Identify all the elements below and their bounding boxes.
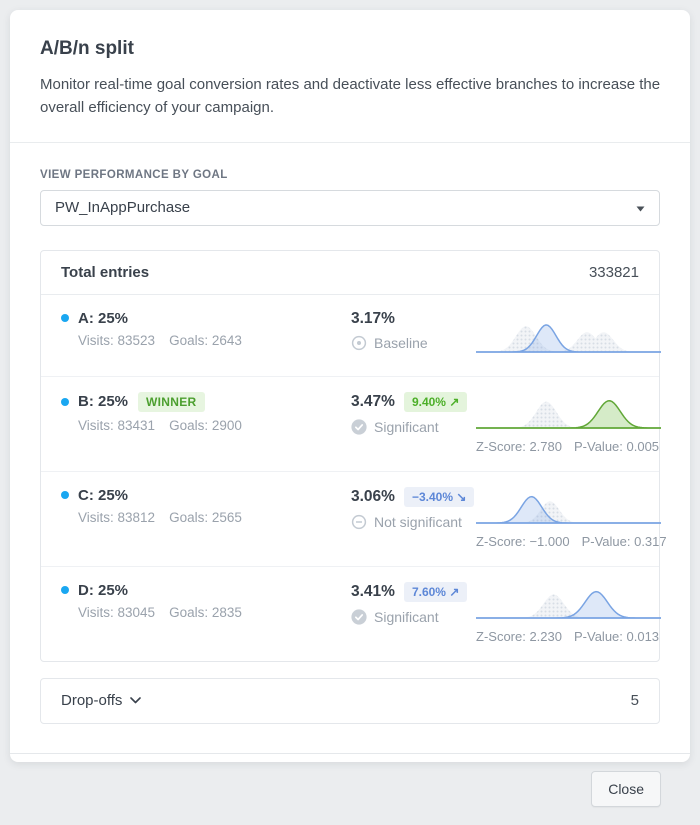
branch-visits: Visits: 83431 (78, 418, 155, 433)
chevron-down-icon (130, 697, 141, 704)
significant-check-icon (351, 419, 367, 435)
goal-select-label: VIEW PERFORMANCE BY GOAL (40, 169, 660, 181)
conversion-rate: 3.47% (351, 393, 395, 411)
branch-dot-icon (61, 586, 69, 594)
zscore-value: Z-Score: 2.780 (476, 439, 562, 454)
branch-distribution: Z-Score: 2.230 P-Value: 0.013 (476, 582, 661, 644)
branch-goals: Goals: 2835 (169, 605, 242, 620)
zscore-value: Z-Score: 2.230 (476, 629, 562, 644)
modal-footer: Close (10, 753, 690, 825)
close-button[interactable]: Close (591, 771, 661, 807)
branch-dot-icon (61, 314, 69, 322)
status-label: Significant (374, 609, 439, 625)
branch-row-c: C: 25% Visits: 83812 Goals: 2565 3.06% −3.40… (41, 471, 659, 566)
branch-visits: Visits: 83523 (78, 333, 155, 348)
change-badge: −3.40% ↘ (404, 487, 474, 507)
conversion-rate: 3.17% (351, 310, 395, 328)
total-entries-label: Total entries (61, 264, 149, 281)
branch-visits: Visits: 83812 (78, 510, 155, 525)
branch-name: D: 25% (78, 582, 128, 599)
branch-goals: Goals: 2643 (169, 333, 242, 348)
branch-name: A: 25% (78, 310, 128, 327)
branch-dot-icon (61, 398, 69, 406)
branch-row-b: B: 25% WINNER Visits: 83431 Goals: 2900 3.47… (41, 376, 659, 471)
total-entries-row: Total entries 333821 (41, 251, 659, 295)
pvalue-value: P-Value: 0.013 (574, 629, 659, 644)
branch-dot-icon (61, 491, 69, 499)
goal-select[interactable]: PW_InAppPurchase (40, 190, 660, 226)
branch-name: C: 25% (78, 487, 128, 504)
branch-conversion: 3.06% −3.40% ↘ Not significant (351, 487, 476, 530)
dropoffs-value: 5 (631, 692, 639, 709)
significant-check-icon (351, 609, 367, 625)
branch-conversion: 3.41% 7.60% ↗ Significant (351, 582, 476, 625)
pvalue-value: P-Value: 0.317 (582, 534, 667, 549)
abn-split-modal: A/B/n split Monitor real-time goal conve… (10, 10, 690, 762)
distribution-sparkline (476, 314, 661, 354)
goal-select-value: PW_InAppPurchase (55, 199, 190, 216)
branch-distribution: Z-Score: 2.780 P-Value: 0.005 (476, 392, 661, 454)
status-label: Significant (374, 419, 439, 435)
change-badge: 7.60% ↗ (404, 582, 467, 602)
branch-row-d: D: 25% Visits: 83045 Goals: 2835 3.41% 7.60%… (41, 566, 659, 661)
baseline-icon (351, 335, 367, 351)
chevron-down-icon (636, 199, 645, 216)
winner-badge: WINNER (138, 392, 204, 412)
distribution-sparkline (476, 582, 661, 620)
branch-goals: Goals: 2565 (169, 510, 242, 525)
change-badge: 9.40% ↗ (404, 392, 467, 412)
not-significant-minus-icon (351, 514, 367, 530)
pvalue-value: P-Value: 0.005 (574, 439, 659, 454)
branch-rows: A: 25% Visits: 83523 Goals: 2643 3.17% Basel… (41, 295, 659, 661)
branch-conversion: 3.47% 9.40% ↗ Significant (351, 392, 476, 435)
significance-status: Not significant (351, 514, 476, 530)
branch-info: C: 25% Visits: 83812 Goals: 2565 (61, 487, 351, 525)
status-label: Not significant (374, 514, 462, 530)
conversion-rate: 3.41% (351, 583, 395, 601)
zscore-value: Z-Score: −1.000 (476, 534, 570, 549)
branch-conversion: 3.17% Baseline (351, 310, 476, 351)
modal-body: VIEW PERFORMANCE BY GOAL PW_InAppPurchas… (10, 143, 690, 753)
branch-goals: Goals: 2900 (169, 418, 242, 433)
dropoffs-label: Drop-offs (61, 692, 122, 709)
distribution-sparkline (476, 392, 661, 430)
significance-status: Significant (351, 419, 476, 435)
branch-distribution (476, 310, 661, 359)
branch-info: A: 25% Visits: 83523 Goals: 2643 (61, 310, 351, 348)
branch-row-a: A: 25% Visits: 83523 Goals: 2643 3.17% Basel… (41, 295, 659, 376)
modal-header: A/B/n split Monitor real-time goal conve… (10, 10, 690, 143)
modal-description: Monitor real-time goal conversion rates … (40, 73, 662, 120)
branch-info: B: 25% WINNER Visits: 83431 Goals: 2900 (61, 392, 351, 433)
significance-status: Baseline (351, 335, 476, 351)
results-panel: Total entries 333821 A: 25% Visits: 83523… (40, 250, 660, 662)
branch-info: D: 25% Visits: 83045 Goals: 2835 (61, 582, 351, 620)
page-title: A/B/n split (40, 38, 662, 60)
conversion-rate: 3.06% (351, 488, 395, 506)
significance-status: Significant (351, 609, 476, 625)
branch-name: B: 25% (78, 393, 128, 410)
dropoffs-row[interactable]: Drop-offs 5 (40, 678, 660, 724)
distribution-sparkline (476, 487, 661, 525)
total-entries-value: 333821 (589, 264, 639, 281)
status-label: Baseline (374, 335, 428, 351)
branch-visits: Visits: 83045 (78, 605, 155, 620)
